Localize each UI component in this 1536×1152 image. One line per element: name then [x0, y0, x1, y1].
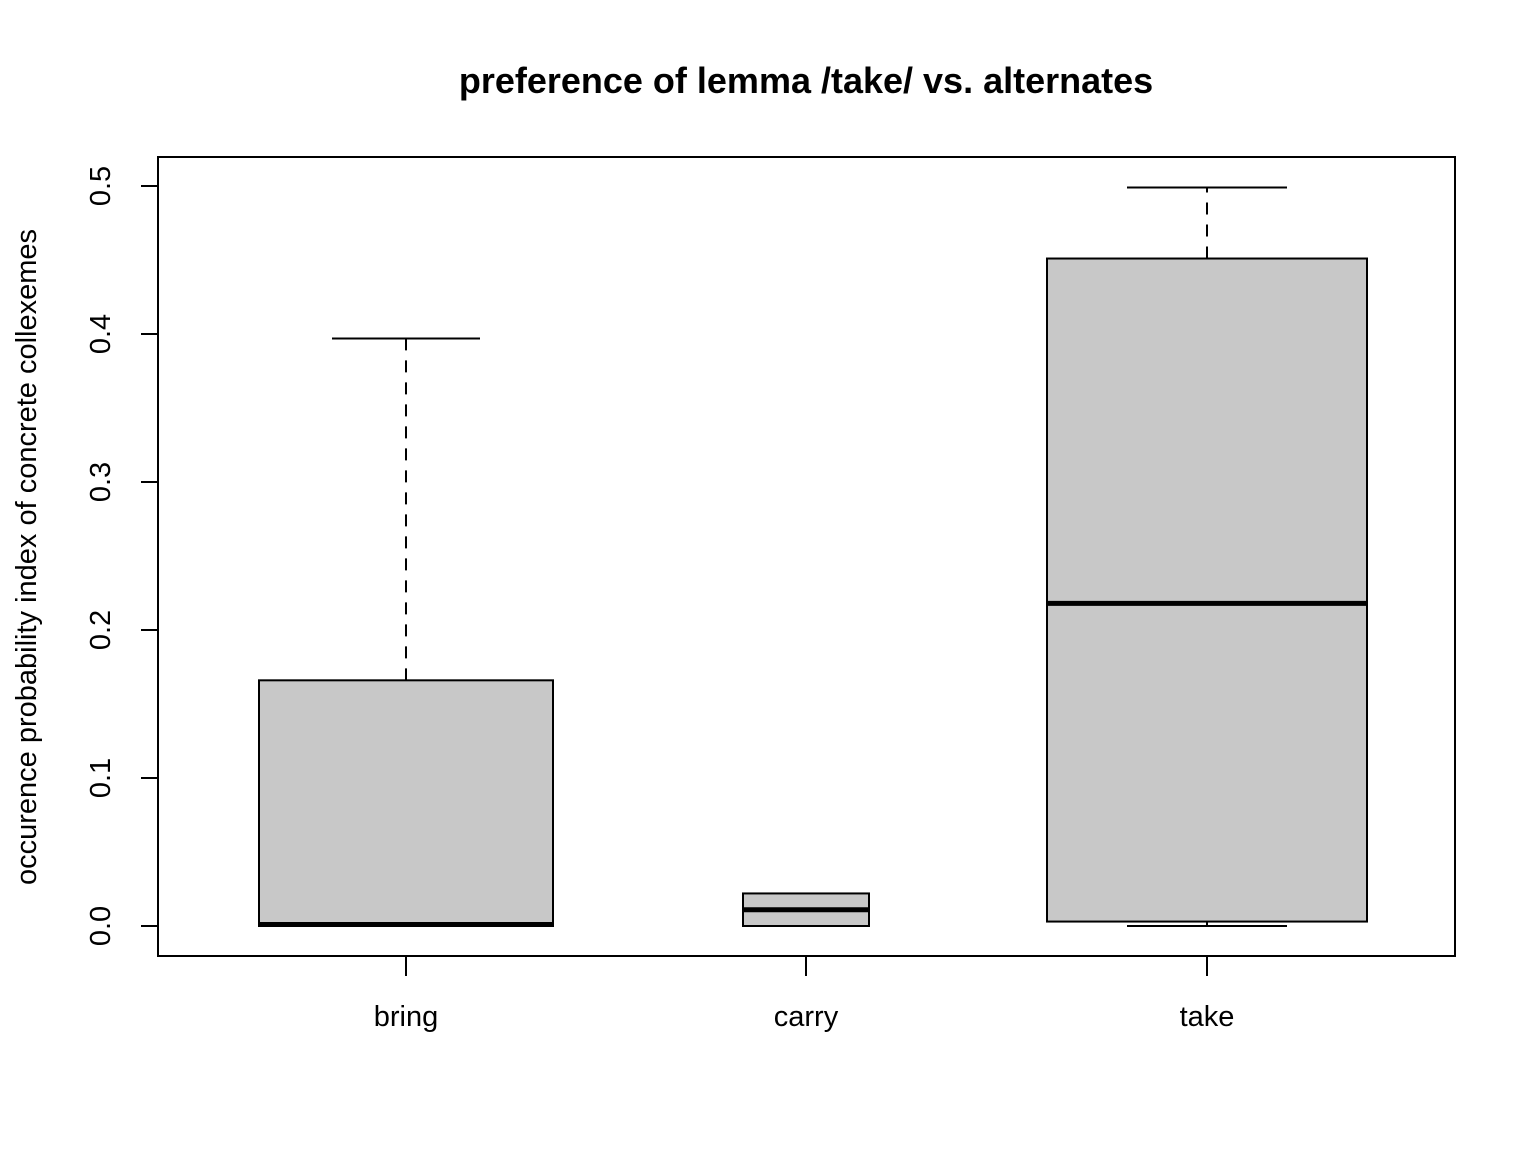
- iqr-box: [1046, 257, 1368, 923]
- boxes: [258, 186, 1368, 928]
- y-axis: 0.0 0.1 0.2 0.3 0.4 0.5: [85, 166, 158, 946]
- box-carry: [742, 892, 870, 928]
- y-tick-label: 0.3: [85, 462, 117, 502]
- y-tick-label: 0.2: [85, 610, 117, 650]
- iqr-box: [258, 679, 554, 927]
- y-tick-label: 0.1: [85, 758, 117, 798]
- y-tick-label: 0.0: [85, 906, 117, 946]
- y-tick-label: 0.4: [85, 314, 117, 354]
- x-tick-label-take: take: [1180, 1001, 1235, 1033]
- x-tick-label-carry: carry: [774, 1001, 839, 1033]
- x-tick-label-bring: bring: [374, 1001, 439, 1033]
- x-axis: bring carry take: [374, 956, 1235, 1033]
- chart-title: preference of lemma /take/ vs. alternate…: [459, 60, 1153, 101]
- box-bring: [258, 337, 554, 928]
- y-tick-label: 0.5: [85, 166, 117, 206]
- box-take: [1046, 186, 1368, 927]
- y-axis-label: occurence probability index of concrete …: [11, 229, 43, 885]
